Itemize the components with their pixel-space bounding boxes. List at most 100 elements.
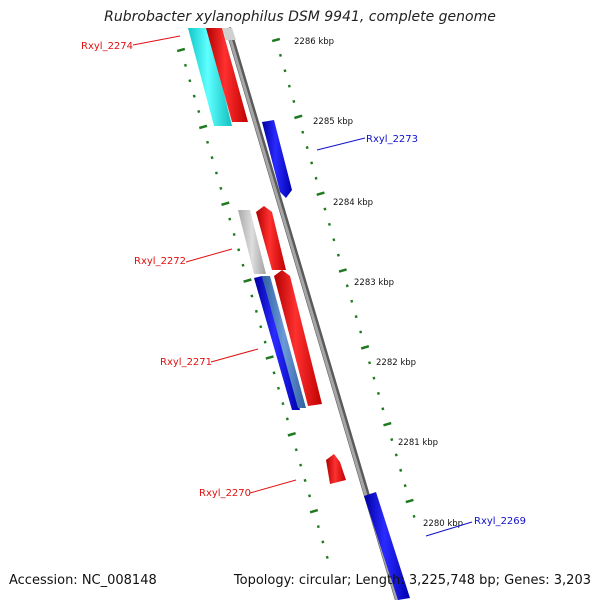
major-tick [243,278,252,283]
gene-label-2272[interactable]: Rxyl_2272 [134,256,186,267]
minor-tick [241,263,245,267]
minor-tick [254,309,258,313]
minor-tick [228,217,232,221]
minor-tick [332,238,336,242]
minor-tick [232,232,236,237]
minor-tick [214,171,218,175]
feature-red-2270 [326,454,346,484]
ruler-label: 2282 kbp [376,358,416,368]
major-tick [287,432,296,437]
minor-tick [276,386,280,390]
minor-tick [206,140,210,144]
minor-tick [183,63,187,67]
minor-tick [394,453,398,457]
leader-2270 [249,479,297,494]
major-tick [360,345,370,350]
feature-blue-2269 [364,492,410,600]
minor-tick [403,484,407,488]
minor-tick [250,294,254,298]
ruler-label: 2280 kbp [423,519,463,529]
inner-tick-track [176,47,329,559]
minor-tick [390,438,394,442]
feature-gray-2272 [238,210,266,274]
leader-2272 [185,248,233,263]
major-tick [383,421,392,427]
ruler-label: 2285 kbp [313,117,353,127]
minor-tick [281,402,285,406]
minor-tick [399,468,403,472]
minor-tick [321,540,325,544]
minor-tick [301,130,305,134]
major-tick [271,37,281,43]
genome-summary: Topology: circular; Length: 3,225,748 bp… [233,573,591,588]
ruler-label: 2281 kbp [398,438,438,448]
minor-tick [283,69,287,73]
minor-tick [303,478,307,482]
gene-label-2273[interactable]: Rxyl_2273 [366,134,418,145]
major-tick [198,124,208,130]
minor-tick [412,514,416,518]
minor-tick [372,376,376,380]
minor-tick [285,417,289,421]
gene-label-2274[interactable]: Rxyl_2274 [81,41,133,52]
feature-gray-top [222,28,236,40]
major-tick [316,191,325,197]
minor-tick [310,161,314,165]
minor-tick [197,109,201,114]
feature-red-2272 [256,206,286,270]
major-tick [265,355,274,360]
ruler-labels: 2286 kbp 2285 kbp 2284 kbp 2283 kbp 2282… [294,37,463,529]
minor-tick [259,325,263,329]
minor-tick [381,407,385,411]
minor-tick [272,371,276,375]
gene-label-2269[interactable]: Rxyl_2269 [474,516,526,527]
leader-2273 [316,137,366,151]
accession-text: Accession: NC_008148 [9,573,157,588]
feature-cyan-2274 [188,28,232,126]
minor-tick [316,525,320,529]
minor-tick [376,391,380,395]
minor-tick [237,248,241,252]
minor-tick [292,99,296,103]
ruler-label: 2284 kbp [333,198,373,208]
minor-tick [345,284,349,288]
gene-label-2271[interactable]: Rxyl_2271 [160,357,212,368]
gene-label-2270[interactable]: Rxyl_2270 [199,488,251,499]
major-tick [221,201,230,207]
ruler-label: 2283 kbp [354,278,394,288]
minor-tick [336,253,340,257]
minor-tick [314,176,318,180]
major-tick [294,114,303,120]
minor-tick [359,330,363,334]
feature-red-2271 [274,270,322,406]
minor-tick [210,156,214,160]
major-tick [338,268,347,273]
gene-labels: Rxyl_2274 Rxyl_2273 Rxyl_2272 Rxyl_2271 … [81,41,526,527]
minor-tick [219,186,223,190]
gene-features [188,28,410,600]
minor-tick [299,463,303,467]
minor-tick [188,79,192,83]
minor-tick [327,222,331,226]
minor-tick [354,315,358,319]
major-tick [309,508,319,514]
minor-tick [278,53,282,57]
minor-tick [294,448,298,452]
minor-tick [305,146,309,150]
minor-tick [325,555,329,559]
minor-tick [192,94,196,98]
minor-tick [323,207,327,211]
minor-tick [308,494,312,498]
leader-lines [132,35,473,537]
map-title: Rubrobacter xylanophilus DSM 9941, compl… [104,9,496,25]
feature-blue-2271 [254,276,300,410]
minor-tick [287,84,291,88]
ruler-label: 2286 kbp [294,37,334,47]
minor-tick [263,340,267,344]
minor-tick [368,361,372,365]
feature-red-2274 [206,28,248,122]
major-tick [405,498,414,504]
feature-steel-2271 [262,276,306,408]
outer-tick-track [271,37,416,518]
